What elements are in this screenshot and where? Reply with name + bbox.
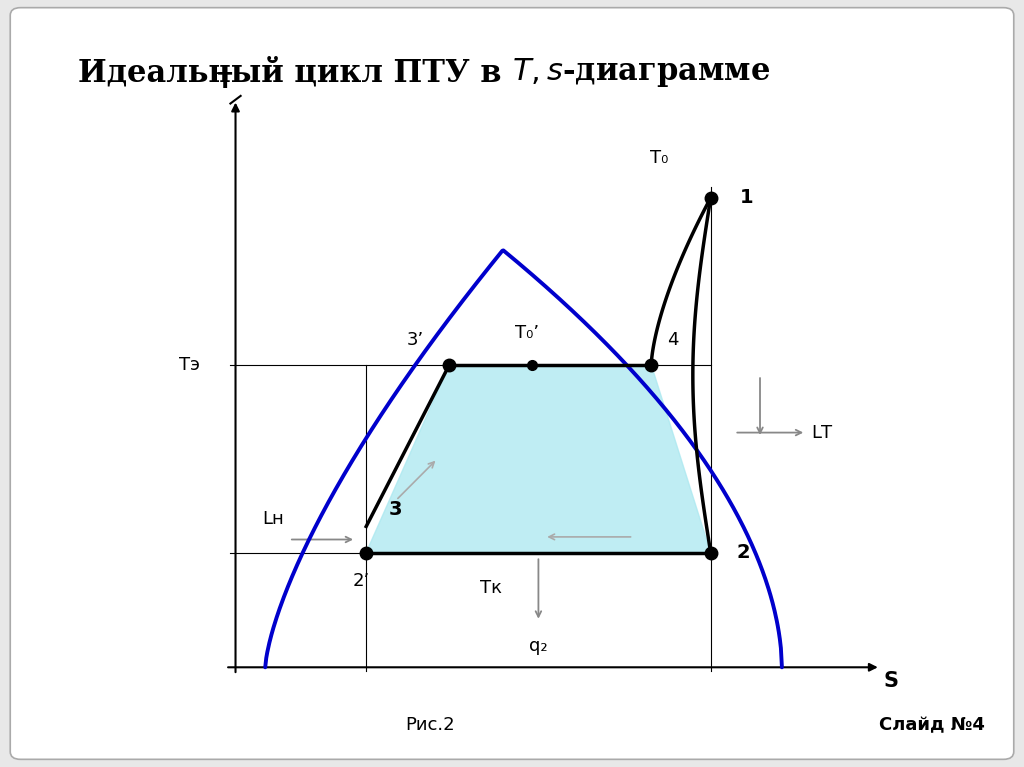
FancyBboxPatch shape bbox=[10, 8, 1014, 759]
Polygon shape bbox=[367, 365, 711, 552]
Text: S: S bbox=[884, 671, 898, 691]
Text: 3’: 3’ bbox=[407, 331, 424, 350]
Text: 2: 2 bbox=[736, 543, 750, 562]
Text: Тэ: Тэ bbox=[178, 356, 200, 374]
Text: Слайд №4: Слайд №4 bbox=[879, 716, 985, 734]
Text: 3: 3 bbox=[389, 500, 402, 518]
Text: 4: 4 bbox=[667, 331, 678, 350]
Text: LТ: LТ bbox=[811, 423, 833, 442]
Text: T: T bbox=[218, 72, 232, 92]
Text: $\mathit{T,s}$-диаграмме: $\mathit{T,s}$-диаграмме bbox=[512, 56, 770, 90]
Text: 1: 1 bbox=[739, 189, 753, 207]
Text: q₂: q₂ bbox=[529, 637, 548, 655]
Text: Тк: Тк bbox=[480, 579, 502, 597]
Text: Т₀’: Т₀’ bbox=[515, 324, 540, 342]
Text: Идеальный цикл ПТУ в ​: Идеальный цикл ПТУ в ​ bbox=[78, 58, 512, 88]
Text: 2’: 2’ bbox=[352, 571, 370, 590]
Text: Рис.2: Рис.2 bbox=[406, 716, 455, 734]
Text: Lн: Lн bbox=[262, 510, 284, 528]
Text: Т₀: Т₀ bbox=[650, 150, 669, 167]
